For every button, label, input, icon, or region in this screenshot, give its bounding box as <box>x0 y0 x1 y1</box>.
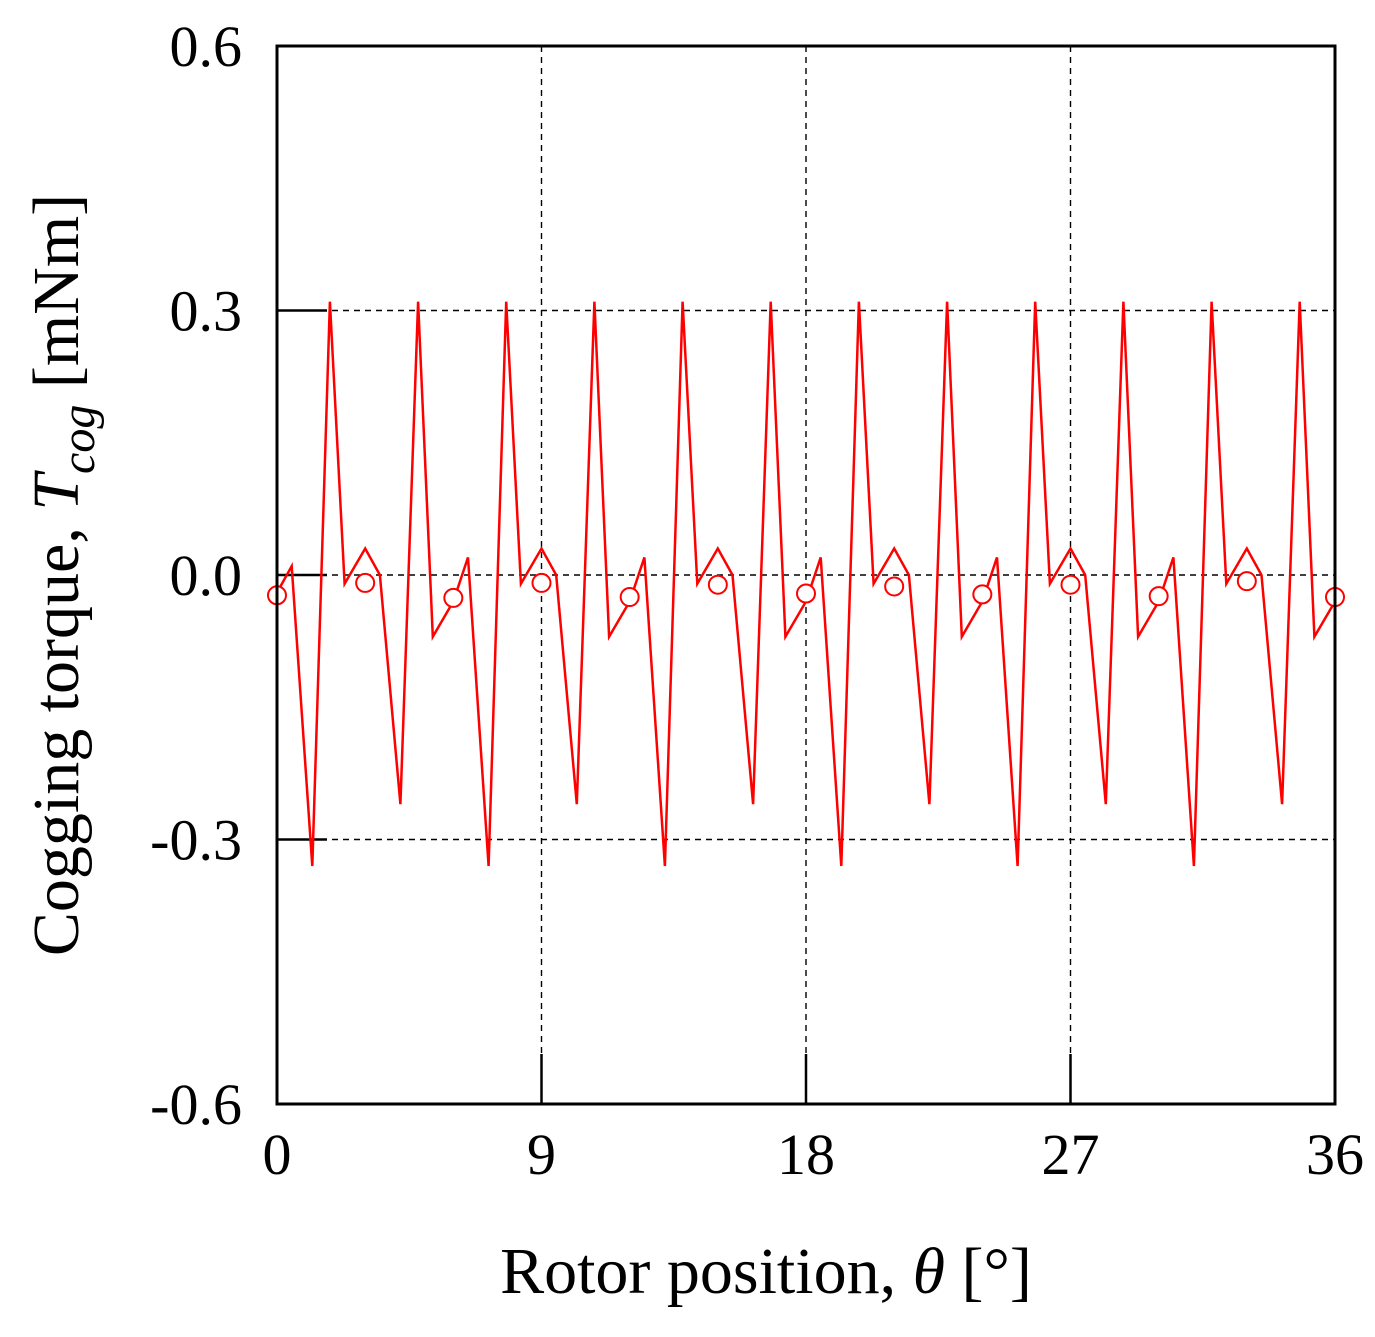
x-tick-label: 18 <box>777 1122 835 1187</box>
y-axis-title-prefix: Cogging torque, <box>20 511 93 956</box>
x-tick-label: 27 <box>1042 1122 1100 1187</box>
x-tick-label: 36 <box>1306 1122 1364 1187</box>
y-axis-title-subscript: cog <box>52 405 105 474</box>
data-series <box>267 301 1345 867</box>
data-point-marker <box>1060 574 1081 595</box>
tick-labels: 0 9 18 27 36 -0.6 -0.3 0.0 0.3 0.6 <box>150 14 1364 1187</box>
x-axis-title-suffix: [°] <box>945 1235 1032 1308</box>
data-point-marker <box>1148 586 1169 607</box>
plot-frame <box>275 44 1337 1106</box>
data-point-marker <box>355 572 376 593</box>
y-tick-label: -0.6 <box>150 1072 242 1137</box>
x-axis-title-symbol: θ <box>913 1235 945 1308</box>
y-tick-label: 0.6 <box>170 14 243 79</box>
grid-lines <box>277 46 1335 1104</box>
data-point-marker <box>619 587 640 608</box>
x-tick-label: 9 <box>527 1122 556 1187</box>
data-point-marker <box>796 583 816 604</box>
data-point-marker <box>707 574 728 595</box>
y-tick-label: 0.0 <box>170 543 243 608</box>
x-axis-title-prefix: Rotor position, <box>500 1235 913 1308</box>
y-axis-title: Cogging torque, Tcog [mNm] <box>20 194 105 956</box>
y-tick-label: 0.3 <box>170 279 243 344</box>
x-tick-label: 0 <box>263 1122 292 1187</box>
data-point-marker <box>884 576 905 597</box>
data-point-marker <box>1236 571 1257 592</box>
data-point-marker <box>443 587 464 608</box>
y-tick-label: -0.3 <box>150 808 242 873</box>
y-axis-title-symbol: T <box>20 470 93 511</box>
y-axis-title-suffix: [mNm] <box>20 194 93 405</box>
x-axis-title: Rotor position, θ [°] <box>500 1235 1032 1308</box>
data-point-marker <box>972 584 993 605</box>
data-point-marker <box>531 572 552 593</box>
